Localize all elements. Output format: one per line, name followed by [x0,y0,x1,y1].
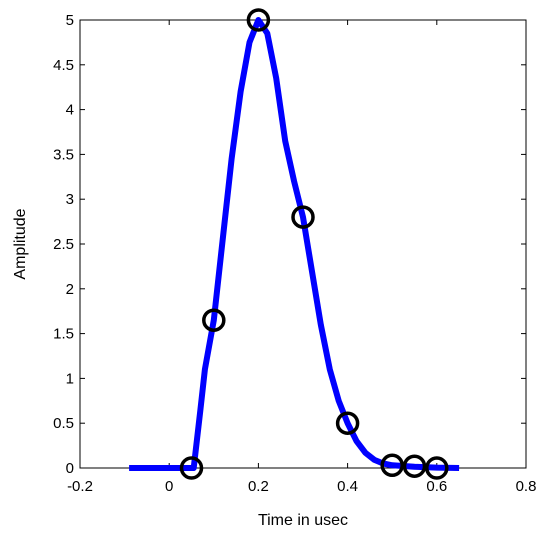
y-tick-label-6: 3 [66,191,74,208]
y-tick-label-9: 4.5 [53,57,74,74]
sample-markers-series [179,8,449,480]
axes-box [79,19,527,469]
y-tick-label-8: 4 [66,102,74,119]
sample-marker-1 [202,308,226,332]
y-tick-label-10: 5 [66,12,74,29]
x-tick-label-1: 0 [165,478,173,495]
sample-marker-0 [179,456,204,480]
y-tick-label-4: 2 [66,281,74,298]
x-tick-label-5: 0.8 [516,478,537,495]
sample-marker-5 [380,453,404,478]
sample-marker-6 [402,454,427,478]
sample-marker-7 [425,456,449,480]
y-tick-label-5: 2.5 [53,236,74,253]
y-tick-label-0: 0 [66,460,74,477]
y-tick-label-3: 1.5 [53,326,74,343]
x-tick-label-0: -0.2 [67,478,93,495]
y-tick-label-2: 1 [66,370,74,387]
pulse-line [129,17,460,471]
x-axis-label: Time in usec [258,512,348,529]
sample-marker-3 [291,205,315,229]
sample-marker-2 [246,8,271,32]
y-tick-label-7: 3.5 [53,146,74,163]
y-tick-label-1: 0.5 [53,415,74,432]
x-tick-label-2: 0.2 [248,478,269,495]
tick-labels: -0.2 0 0.2 0.4 0.6 0.800.511.522.533.544.55 [53,12,536,495]
y-axis-label: Amplitude [12,208,29,279]
pulse-line-series [129,17,460,471]
sample-marker-4 [335,411,360,435]
plot-area [79,8,527,480]
x-tick-label-4: 0.6 [426,478,447,495]
x-tick-label-3: 0.4 [337,478,358,495]
